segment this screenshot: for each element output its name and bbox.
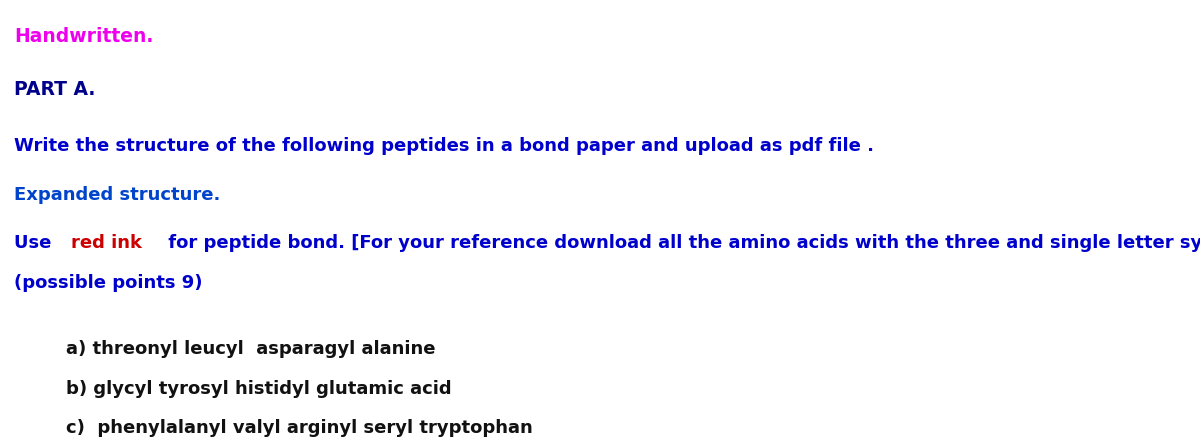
Text: Handwritten.: Handwritten.	[14, 27, 154, 46]
Text: Expanded structure.: Expanded structure.	[14, 186, 221, 204]
Text: red ink: red ink	[71, 234, 142, 252]
Text: Use: Use	[14, 234, 58, 252]
Text: for peptide bond. [For your reference download all the amino acids with the thre: for peptide bond. [For your reference do…	[162, 234, 1200, 252]
Text: c)  phenylalanyl valyl arginyl seryl tryptophan: c) phenylalanyl valyl arginyl seryl tryp…	[66, 418, 533, 436]
Text: PART A.: PART A.	[14, 80, 96, 99]
Text: (possible points 9): (possible points 9)	[14, 273, 203, 291]
Text: b) glycyl tyrosyl histidyl glutamic acid: b) glycyl tyrosyl histidyl glutamic acid	[66, 379, 451, 397]
Text: Write the structure of the following peptides in a bond paper and upload as pdf : Write the structure of the following pep…	[14, 136, 875, 154]
Text: a) threonyl leucyl  asparagyl alanine: a) threonyl leucyl asparagyl alanine	[66, 339, 436, 357]
